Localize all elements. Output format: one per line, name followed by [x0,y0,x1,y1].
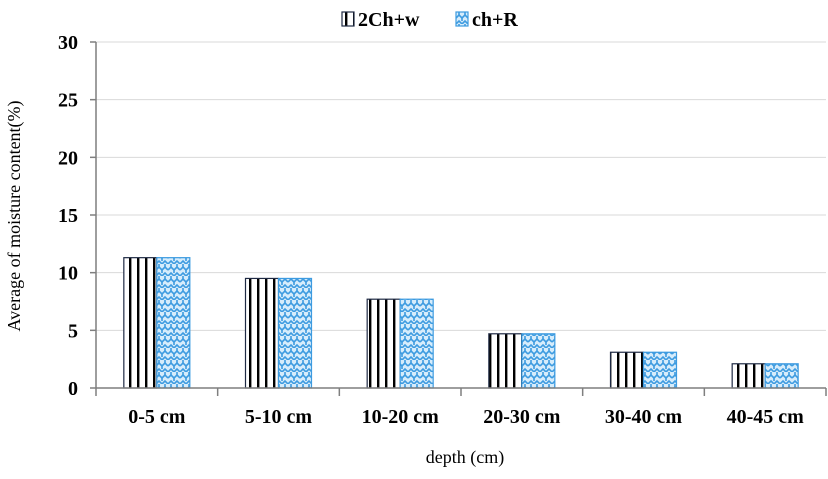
y-tick-label-15: 15 [58,205,78,227]
bar-ch-r-10-20-cm [399,298,434,389]
bar-2ch-w-40-45-cm [731,363,766,389]
y-tick-label-25: 25 [58,90,78,112]
x-axis-title: depth (cm) [426,447,504,468]
y-tick-label-30: 30 [58,32,78,54]
bar-2ch-w-20-30-cm [488,333,523,389]
bar-2ch-w-10-20-cm [366,298,401,389]
legend: 2Ch+w ch+R [341,9,518,31]
x-tick-label-5-10-cm: 5-10 cm [245,406,313,428]
x-tick-label-10-20-cm: 10-20 cm [362,406,440,428]
bar-ch-r-5-10-cm [277,277,313,389]
y-tick-label-20: 20 [58,147,78,169]
legend-label-2ch-w: 2Ch+w [358,9,420,31]
y-tick-label-10: 10 [58,263,78,285]
bars [123,257,799,389]
bar-ch-r-0-5-cm [156,257,191,389]
bar-2ch-w-0-5-cm [123,257,158,389]
y-tick-label-0: 0 [68,378,78,400]
bar-ch-r-30-40-cm [642,351,678,389]
x-tick-label-40-45-cm: 40-45 cm [727,406,805,428]
bar-ch-r-20-30-cm [521,333,556,389]
gridlines [96,41,826,331]
legend-label-ch-r: ch+R [472,9,518,31]
legend-swatch-2ch-w [341,11,355,27]
y-tick-label-5: 5 [68,320,78,342]
y-axis-title: Average of moisture content(%) [4,100,25,331]
bar-ch-r-40-45-cm [764,363,799,389]
tick-labels: 0 5 10 15 20 25 30 0-5 cm 5-10 cm 10-20 cm 20-30 c… [58,32,804,428]
bar-2ch-w-5-10-cm [244,277,280,389]
axes [90,41,827,396]
x-tick-label-0-5-cm: 0-5 cm [128,406,186,428]
legend-swatch-ch-r [455,11,469,27]
x-tick-label-30-40-cm: 30-40 cm [605,406,683,428]
x-tick-label-20-30-cm: 20-30 cm [483,406,561,428]
bar-2ch-w-30-40-cm [609,351,645,389]
